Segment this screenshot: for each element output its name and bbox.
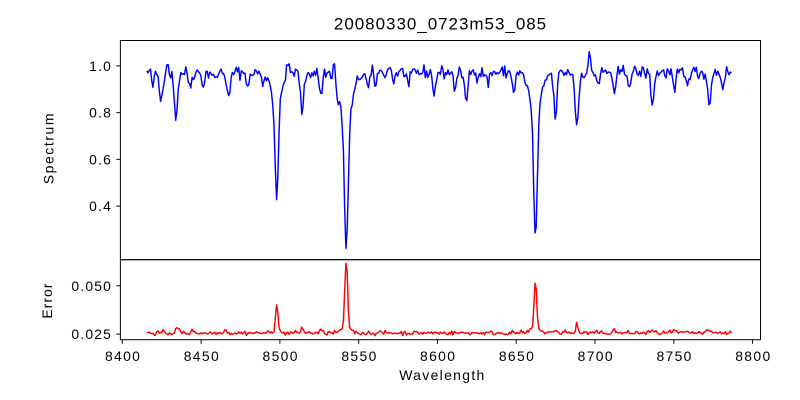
svg-text:0.025: 0.025 xyxy=(71,326,112,342)
svg-text:8450: 8450 xyxy=(184,348,220,364)
svg-text:8700: 8700 xyxy=(578,348,614,364)
svg-text:8400: 8400 xyxy=(105,348,141,364)
svg-text:Error: Error xyxy=(39,283,55,319)
svg-text:8550: 8550 xyxy=(341,348,377,364)
svg-text:0.4: 0.4 xyxy=(89,198,112,214)
svg-text:20080330_0723m53_085: 20080330_0723m53_085 xyxy=(334,15,547,34)
svg-text:8800: 8800 xyxy=(735,348,771,364)
svg-text:8500: 8500 xyxy=(263,348,299,364)
svg-text:0.8: 0.8 xyxy=(89,105,112,121)
svg-text:0.050: 0.050 xyxy=(71,278,112,294)
svg-text:Spectrum: Spectrum xyxy=(41,112,57,184)
svg-text:8750: 8750 xyxy=(656,348,692,364)
svg-text:Wavelength: Wavelength xyxy=(399,367,485,383)
svg-text:8650: 8650 xyxy=(499,348,535,364)
svg-text:0.6: 0.6 xyxy=(89,151,112,167)
svg-text:1.0: 1.0 xyxy=(89,58,112,74)
svg-text:8600: 8600 xyxy=(420,348,456,364)
